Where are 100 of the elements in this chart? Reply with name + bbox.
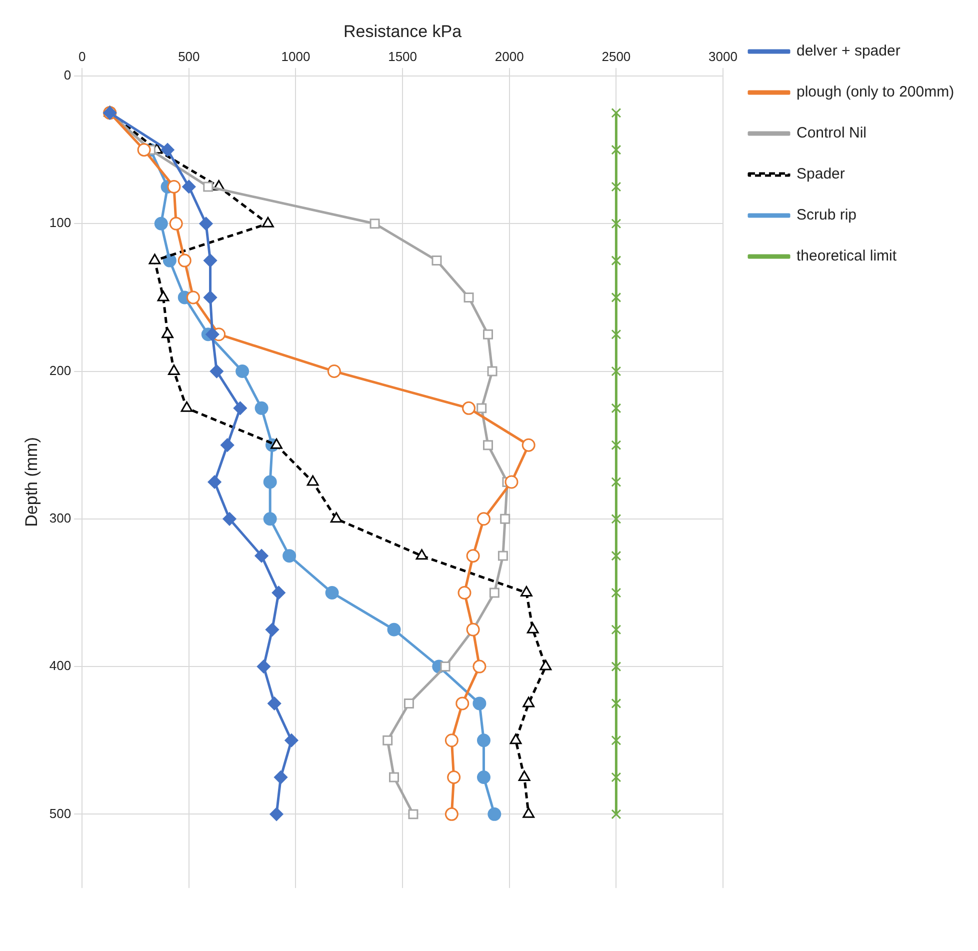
y-tick-label: 0 — [64, 68, 72, 83]
point — [167, 180, 181, 194]
point — [500, 514, 510, 524]
point — [611, 624, 622, 635]
legend-label: Scrub rip — [796, 206, 857, 224]
point — [464, 292, 474, 302]
point — [611, 403, 622, 414]
point — [489, 588, 500, 598]
point — [222, 512, 236, 526]
legend-label: theoretical limit — [796, 248, 898, 265]
point — [162, 254, 176, 268]
point — [162, 328, 174, 338]
point — [466, 549, 480, 563]
point — [462, 401, 476, 415]
point — [522, 438, 536, 452]
point — [611, 550, 622, 561]
point — [611, 477, 622, 487]
point — [520, 586, 532, 596]
x-tick-label: 2000 — [494, 48, 524, 64]
point — [510, 734, 522, 744]
legend-label: delver + spader — [796, 42, 900, 60]
point — [160, 143, 174, 157]
point — [611, 256, 622, 266]
y-axis-title: Depth (mm) — [22, 437, 41, 527]
point — [483, 329, 493, 340]
point — [456, 696, 470, 710]
point — [382, 735, 393, 746]
point — [444, 734, 458, 748]
point — [611, 440, 622, 450]
point — [168, 364, 180, 376]
point — [522, 696, 535, 708]
point — [498, 550, 508, 561]
point — [387, 622, 401, 636]
legend-label: Control Nil — [796, 124, 867, 142]
point — [270, 807, 284, 821]
point — [472, 660, 486, 674]
point — [137, 143, 151, 157]
point — [611, 218, 622, 229]
point — [611, 514, 622, 524]
point — [208, 475, 222, 489]
point — [178, 254, 192, 268]
x-axis-title: Resistance kPa — [343, 22, 462, 41]
point — [476, 770, 490, 784]
point — [182, 180, 196, 194]
point — [265, 622, 279, 636]
point — [611, 588, 622, 598]
point — [154, 216, 168, 230]
point — [282, 549, 296, 563]
point — [476, 734, 490, 748]
point — [504, 475, 518, 489]
point — [199, 216, 213, 230]
point — [611, 329, 622, 340]
point — [157, 290, 170, 302]
point — [540, 660, 552, 670]
legend-label: plough (only to 200mm) — [796, 84, 954, 101]
point — [274, 770, 288, 784]
point — [204, 254, 218, 268]
point — [325, 586, 339, 600]
point — [327, 364, 341, 378]
point — [444, 807, 458, 821]
x-tick-label: 2500 — [602, 48, 631, 64]
x-tick-label: 1000 — [281, 48, 310, 64]
point — [611, 366, 622, 376]
point — [611, 144, 622, 155]
point — [370, 218, 380, 229]
point — [476, 512, 490, 526]
point — [487, 366, 498, 376]
point — [204, 290, 218, 304]
point — [408, 809, 418, 820]
point — [526, 622, 539, 634]
point — [220, 438, 234, 452]
point — [256, 660, 270, 674]
y-tick-label: 100 — [49, 215, 72, 230]
point — [330, 512, 342, 523]
point — [180, 401, 193, 412]
point — [518, 770, 530, 782]
x-tick-label: 0 — [78, 48, 86, 64]
point — [611, 772, 622, 782]
y-tick-label: 400 — [49, 658, 72, 674]
point — [611, 735, 622, 746]
point — [389, 772, 399, 782]
point — [488, 807, 502, 821]
point — [254, 549, 268, 563]
point — [476, 403, 487, 414]
point — [236, 364, 250, 378]
point — [263, 475, 277, 489]
point — [233, 401, 247, 415]
point — [206, 328, 220, 342]
point — [432, 256, 442, 266]
point — [272, 586, 286, 600]
point — [203, 182, 214, 192]
point — [254, 401, 268, 415]
point — [440, 662, 450, 672]
point — [483, 440, 493, 450]
point — [416, 549, 428, 560]
point — [472, 696, 486, 710]
point — [458, 586, 472, 600]
point — [522, 807, 535, 818]
point — [268, 696, 282, 710]
y-tick-label: 200 — [49, 362, 72, 378]
